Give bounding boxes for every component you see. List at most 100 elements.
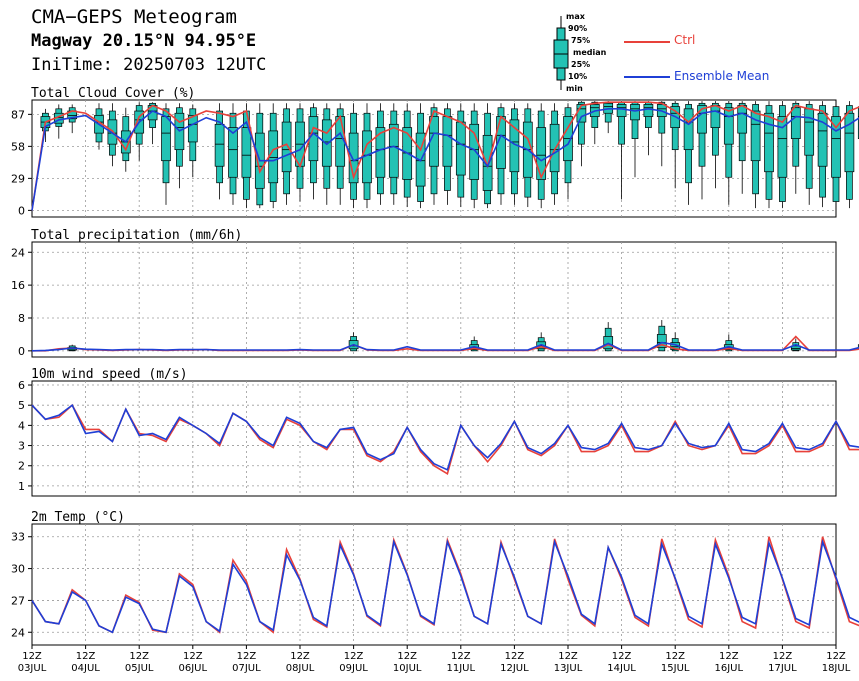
y-tick-label: 87 bbox=[11, 108, 25, 121]
panel-frame bbox=[31, 241, 837, 358]
box-inner bbox=[764, 112, 774, 173]
y-tick-label: 1 bbox=[18, 480, 25, 493]
box-inner bbox=[214, 123, 225, 167]
box-inner bbox=[281, 121, 292, 173]
y-tick-label: 2 bbox=[18, 460, 25, 473]
y-tick-label: 0 bbox=[18, 204, 25, 217]
y-tick-label: 8 bbox=[18, 312, 25, 325]
legend-p90-label: 90% bbox=[568, 24, 588, 33]
x-tick-hour-label: 12Z bbox=[826, 651, 846, 662]
mean-series-line bbox=[31, 403, 859, 471]
x-tick-hour-label: 12Z bbox=[129, 651, 149, 662]
y-tick-label: 4 bbox=[18, 419, 25, 432]
x-tick-date-label: 13JUL bbox=[554, 663, 583, 674]
box-inner bbox=[643, 104, 654, 117]
x-tick-hour-label: 12Z bbox=[558, 651, 578, 662]
legend-median-label: median bbox=[573, 48, 607, 57]
box-inner bbox=[388, 123, 399, 178]
y-tick-label: 24 bbox=[11, 626, 25, 639]
x-tick-hour-label: 12Z bbox=[183, 651, 203, 662]
chart-title: CMA−GEPS Meteogram bbox=[31, 6, 237, 28]
box-inner bbox=[616, 104, 627, 117]
x-tick-date-label: 17JUL bbox=[768, 663, 797, 674]
box-inner bbox=[442, 116, 453, 167]
x-tick-date-label: 06JUL bbox=[179, 663, 208, 674]
x-tick-hour-label: 12Z bbox=[451, 651, 471, 662]
box-inner bbox=[804, 108, 815, 156]
init-time-label: IniTime: 20250703 12UTC bbox=[31, 55, 267, 75]
x-tick-hour-label: 12Z bbox=[665, 651, 685, 662]
box-inner bbox=[576, 104, 587, 123]
box-inner bbox=[268, 130, 279, 184]
box-inner bbox=[228, 127, 238, 178]
location-label: Magway 20.15°N 94.95°E bbox=[31, 31, 257, 51]
x-tick-date-label: 05JUL bbox=[125, 663, 154, 674]
x-tick-date-label: 11JUL bbox=[447, 663, 476, 674]
box-inner bbox=[469, 123, 480, 180]
boxplot-legend-icon bbox=[553, 16, 569, 90]
x-tick-date-label: 10JUL bbox=[393, 663, 422, 674]
box-inner bbox=[831, 116, 841, 178]
legend-max-label: max bbox=[566, 12, 585, 21]
mean-legend-label: Ensemble Mean bbox=[674, 69, 770, 83]
box-inner bbox=[455, 121, 466, 176]
legend-p25-label: 25% bbox=[571, 60, 591, 69]
panel-title: 2m Temp (°C) bbox=[31, 510, 125, 525]
y-tick-label: 29 bbox=[11, 172, 25, 185]
x-tick-hour-label: 12Z bbox=[290, 651, 310, 662]
x-tick-date-label: 16JUL bbox=[715, 663, 744, 674]
x-tick-date-label: 09JUL bbox=[339, 663, 368, 674]
x-tick-hour-label: 12Z bbox=[22, 651, 42, 662]
x-tick-hour-label: 12Z bbox=[505, 651, 525, 662]
box-inner bbox=[482, 134, 493, 191]
mean-legend-line bbox=[624, 76, 670, 78]
box-inner bbox=[549, 123, 560, 173]
legend-p10-label: 10% bbox=[568, 72, 588, 81]
box-outer bbox=[698, 102, 706, 167]
box-inner bbox=[630, 104, 640, 121]
ctrl-series-line bbox=[31, 101, 859, 211]
y-tick-label: 24 bbox=[11, 246, 25, 259]
y-tick-label: 30 bbox=[11, 563, 25, 576]
mean-series-line bbox=[31, 538, 859, 634]
y-tick-label: 0 bbox=[18, 345, 25, 358]
box-inner bbox=[683, 108, 694, 151]
x-tick-date-label: 07JUL bbox=[232, 663, 261, 674]
box-inner bbox=[241, 127, 252, 178]
boxplot-legend: max 90% 75% median 25% 10% min bbox=[548, 10, 638, 96]
x-tick-hour-label: 12Z bbox=[773, 651, 793, 662]
y-tick-label: 6 bbox=[18, 379, 25, 392]
panel-title: Total precipitation (mm/6h) bbox=[31, 228, 242, 243]
y-tick-label: 5 bbox=[18, 399, 25, 412]
box-inner bbox=[777, 116, 788, 178]
box-inner bbox=[536, 127, 547, 180]
x-tick-date-label: 14JUL bbox=[607, 663, 636, 674]
box-inner bbox=[321, 119, 332, 167]
x-tick-date-label: 18JUL bbox=[822, 663, 851, 674]
box-inner bbox=[817, 112, 828, 167]
x-tick-hour-label: 12Z bbox=[344, 651, 364, 662]
x-tick-hour-label: 12Z bbox=[397, 651, 417, 662]
legend-min-label: min bbox=[566, 84, 583, 93]
box-inner bbox=[161, 116, 171, 162]
x-tick-date-label: 15JUL bbox=[661, 663, 690, 674]
x-tick-date-label: 12JUL bbox=[500, 663, 529, 674]
x-tick-hour-label: 12Z bbox=[612, 651, 632, 662]
box-inner bbox=[844, 112, 855, 173]
panel-title: Total Cloud Cover (%) bbox=[31, 86, 195, 101]
box-inner bbox=[790, 107, 801, 139]
y-tick-label: 16 bbox=[11, 279, 25, 292]
panel-title: 10m wind speed (m/s) bbox=[31, 367, 188, 382]
y-tick-label: 33 bbox=[11, 531, 25, 544]
mean-series-line bbox=[31, 341, 859, 352]
box-inner bbox=[750, 110, 761, 162]
y-tick-label: 27 bbox=[11, 594, 25, 607]
mean-series-line bbox=[31, 107, 859, 211]
box-inner bbox=[697, 105, 707, 134]
ctrl-legend-label: Ctrl bbox=[674, 33, 696, 47]
box-outer bbox=[712, 102, 719, 156]
x-tick-hour-label: 12Z bbox=[76, 651, 96, 662]
x-tick-date-label: 04JUL bbox=[71, 663, 100, 674]
